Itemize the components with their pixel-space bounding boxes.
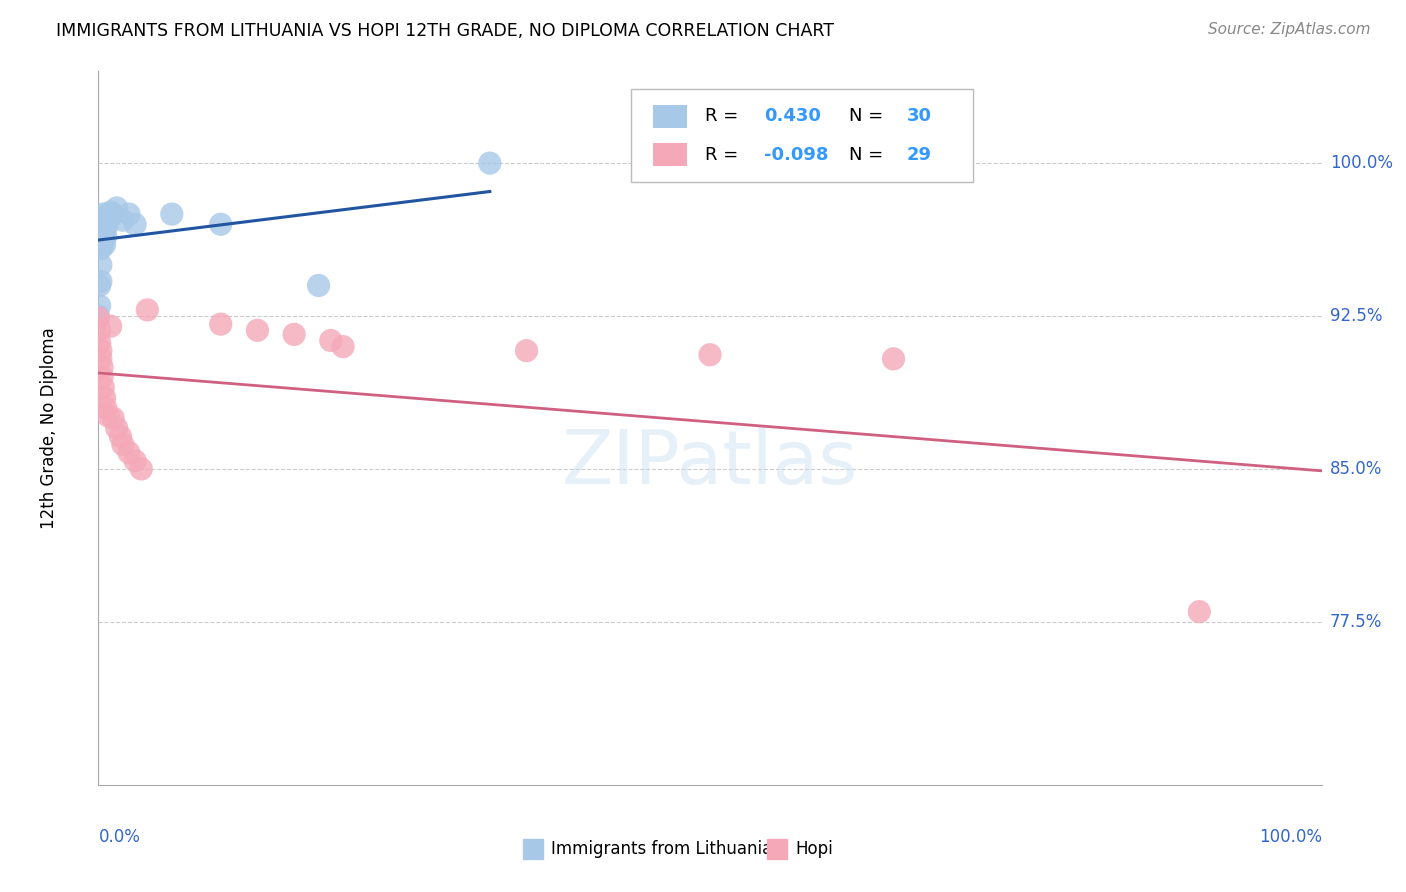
Point [93, 391, 115, 405]
Text: 0.430: 0.430 [763, 107, 821, 125]
Point [89, 323, 111, 337]
Text: N =: N = [849, 146, 890, 164]
Point [90, 274, 112, 288]
Point [124, 217, 146, 231]
Point [101, 207, 124, 221]
Text: Hopi: Hopi [796, 840, 834, 858]
Point [98, 209, 121, 223]
Point [160, 207, 183, 221]
Text: Immigrants from Lithuania: Immigrants from Lithuania [551, 840, 772, 858]
Point [246, 323, 269, 337]
Point [90, 351, 112, 366]
Point [87, 311, 110, 326]
Point [91, 370, 114, 384]
Text: 100.0%: 100.0% [1258, 828, 1322, 846]
Point [515, 343, 537, 358]
Text: IMMIGRANTS FROM LITHUANIA VS HOPI 12TH GRADE, NO DIPLOMA CORRELATION CHART: IMMIGRANTS FROM LITHUANIA VS HOPI 12TH G… [56, 22, 834, 40]
Point [699, 348, 721, 362]
Text: R =: R = [706, 107, 744, 125]
Point [93, 213, 115, 227]
Text: N =: N = [849, 107, 890, 125]
Text: 29: 29 [907, 146, 932, 164]
Point [89, 299, 111, 313]
Point [101, 411, 124, 425]
Point [91, 207, 114, 221]
Text: 12th Grade, No Diploma: 12th Grade, No Diploma [41, 327, 59, 529]
Text: 92.5%: 92.5% [1330, 307, 1382, 325]
Point [91, 231, 114, 245]
Point [136, 302, 159, 317]
Point [209, 317, 232, 331]
Point [118, 445, 141, 459]
Point [91, 237, 114, 252]
Point [283, 327, 305, 342]
Point [94, 209, 117, 223]
Point [91, 227, 114, 242]
Text: 30: 30 [907, 107, 932, 125]
Point [89, 335, 111, 350]
Text: ZIPatlas: ZIPatlas [562, 427, 858, 500]
Point [94, 229, 117, 244]
Point [319, 334, 342, 348]
Point [1188, 605, 1211, 619]
Point [105, 201, 128, 215]
Point [308, 278, 330, 293]
Point [91, 221, 114, 235]
Text: 0.0%: 0.0% [98, 828, 141, 846]
Point [90, 242, 112, 256]
Bar [652, 144, 686, 166]
Point [97, 409, 120, 423]
Point [87, 309, 110, 323]
Text: Source: ZipAtlas.com: Source: ZipAtlas.com [1208, 22, 1371, 37]
Point [91, 380, 114, 394]
Point [89, 278, 111, 293]
Point [93, 237, 115, 252]
Bar [652, 105, 686, 128]
Point [91, 359, 114, 374]
Point [91, 217, 114, 231]
Point [110, 429, 132, 443]
Point [111, 213, 134, 227]
Text: 77.5%: 77.5% [1330, 613, 1382, 631]
Point [94, 401, 117, 415]
Point [100, 319, 122, 334]
Point [124, 454, 146, 468]
Point [478, 156, 501, 170]
Point [90, 343, 112, 358]
FancyBboxPatch shape [630, 89, 973, 182]
Point [332, 340, 354, 354]
Text: 100.0%: 100.0% [1330, 154, 1393, 172]
Text: -0.098: -0.098 [763, 146, 828, 164]
Text: R =: R = [706, 146, 744, 164]
Point [883, 351, 905, 366]
Point [97, 213, 120, 227]
Point [111, 437, 134, 451]
Point [96, 217, 118, 231]
Point [100, 205, 122, 219]
Text: 85.0%: 85.0% [1330, 460, 1382, 478]
Point [94, 221, 117, 235]
Point [209, 217, 232, 231]
Point [90, 258, 112, 272]
Point [129, 462, 152, 476]
Point [118, 207, 141, 221]
Point [105, 421, 128, 435]
